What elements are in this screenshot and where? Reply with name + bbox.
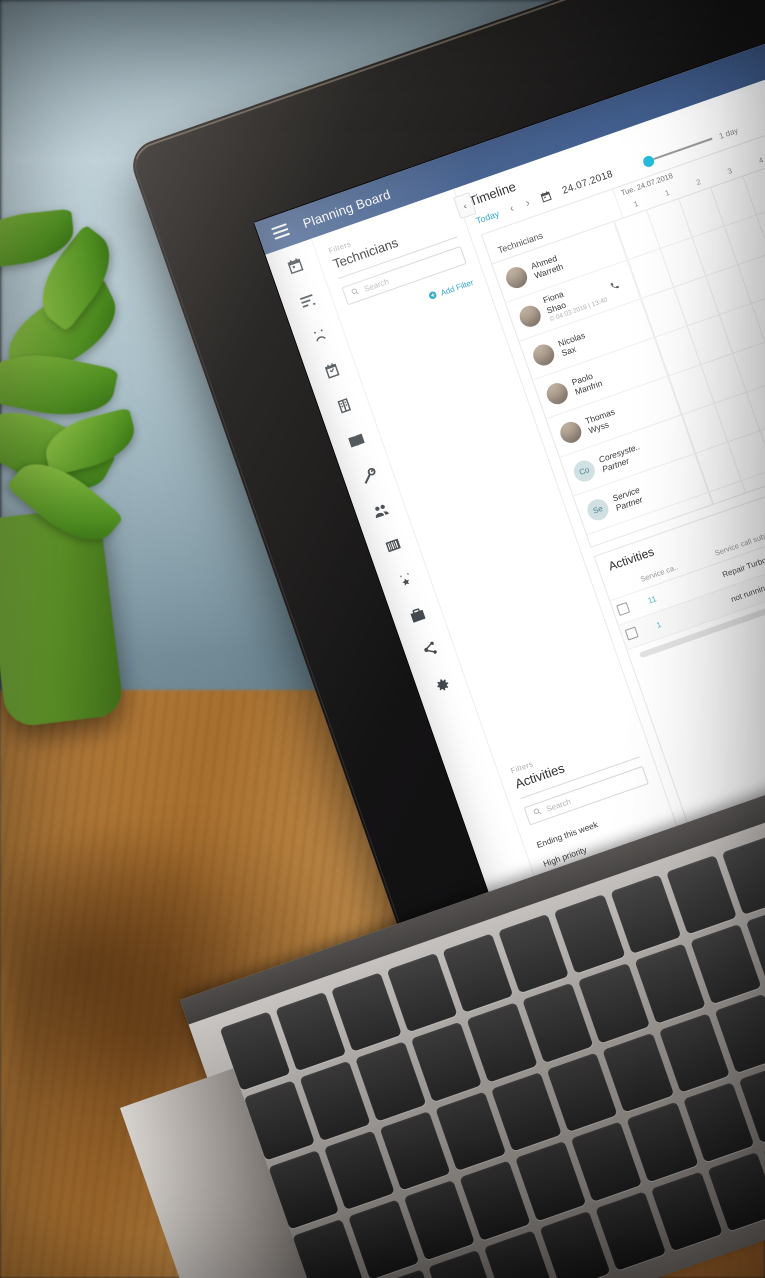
zoom-level-label: 1 day [717, 125, 740, 141]
planning-board-app: Planning Board [254, 8, 765, 984]
laptop-screen: Planning Board [126, 0, 765, 1047]
technicians-add-filter-label: Add Filter [439, 277, 475, 298]
sad-face-icon[interactable] [309, 325, 331, 347]
technician-name: Service Partner [610, 484, 644, 513]
avatar [516, 302, 544, 330]
technicians-add-filter-button[interactable]: Add Filter [352, 277, 475, 329]
search-icon [532, 806, 544, 819]
activities-search-input[interactable]: Search [523, 765, 649, 826]
technicians-search-placeholder: Search [363, 276, 390, 294]
technician-name: Coresyste.. Partner [597, 440, 642, 475]
avatar [557, 418, 585, 446]
calendar-picker-icon[interactable] [539, 189, 554, 204]
timeline-toolbar: Today ‹ › 24.07.2018 1 day [474, 71, 765, 227]
technician-list: Ahmed Warreth Fiona Shao © 04.03.2019 | 13:4… [492, 221, 713, 547]
timeline-grid: Technicians Tue. 24.07.2018 112345678 Ah… [480, 89, 765, 548]
today-button[interactable]: Today [474, 208, 501, 226]
book-icon[interactable] [345, 430, 367, 452]
phone-icon[interactable] [609, 279, 621, 292]
main-content: Timeline Today ‹ › 24.07.2018 1 day [454, 40, 765, 918]
briefcase-icon[interactable] [406, 605, 428, 627]
row-checkbox[interactable] [616, 601, 631, 616]
search-icon [349, 286, 361, 299]
avatar [503, 263, 530, 291]
app-body: Filters Technicians Search Add Filter [265, 40, 765, 984]
previous-day-button[interactable]: ‹ [508, 202, 516, 216]
technician-name: Paolo Manfrin [570, 370, 604, 397]
technician-name: Ahmed Warreth [529, 252, 565, 281]
technician-name: Thomas Wyss [583, 406, 617, 436]
technician-row[interactable]: Fiona Shao © 04.03.2019 | 13:40 [505, 260, 641, 342]
avatar-initials: Co [570, 457, 598, 484]
technician-name: Nicolas Sax [556, 329, 587, 359]
zoom-slider-knob[interactable] [641, 153, 656, 168]
technicians-filter-panel: Filters Technicians Search Add Filter [312, 189, 490, 342]
wrench-icon[interactable] [357, 465, 379, 487]
avatar [530, 341, 557, 368]
avatar [543, 379, 571, 407]
add-circle-icon [427, 290, 439, 303]
gear-icon[interactable] [431, 674, 453, 696]
star-icon[interactable] [394, 570, 416, 592]
people-icon[interactable] [370, 500, 392, 522]
technicians-search-input[interactable]: Search [341, 245, 467, 306]
timeline-rows: Ahmed Warreth Fiona Shao © 04.03.2019 | 13:4… [492, 119, 765, 547]
next-day-button[interactable]: › [523, 196, 532, 210]
calendar-icon[interactable] [284, 255, 306, 277]
row-checkbox[interactable] [624, 626, 639, 641]
hour-tick: 4 [757, 155, 765, 166]
barcode-icon[interactable] [382, 535, 404, 557]
hamburger-menu-icon[interactable] [271, 223, 291, 240]
icon-rail [265, 238, 567, 984]
building-icon[interactable] [333, 395, 355, 417]
activities-search-placeholder: Search [545, 796, 573, 814]
avatar-initials: Se [584, 495, 612, 523]
checklist-icon[interactable] [321, 360, 343, 382]
share-icon[interactable] [419, 640, 441, 662]
list-sort-icon[interactable] [296, 290, 318, 312]
